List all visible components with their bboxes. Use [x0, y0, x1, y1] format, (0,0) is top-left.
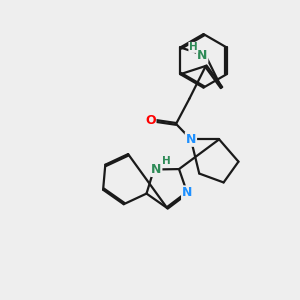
Text: N: N [186, 133, 196, 146]
Text: O: O [145, 114, 155, 127]
Text: N: N [151, 163, 161, 176]
Text: H: H [189, 42, 198, 52]
Text: N: N [182, 186, 192, 200]
Text: H: H [162, 156, 171, 166]
Text: N: N [197, 49, 207, 62]
